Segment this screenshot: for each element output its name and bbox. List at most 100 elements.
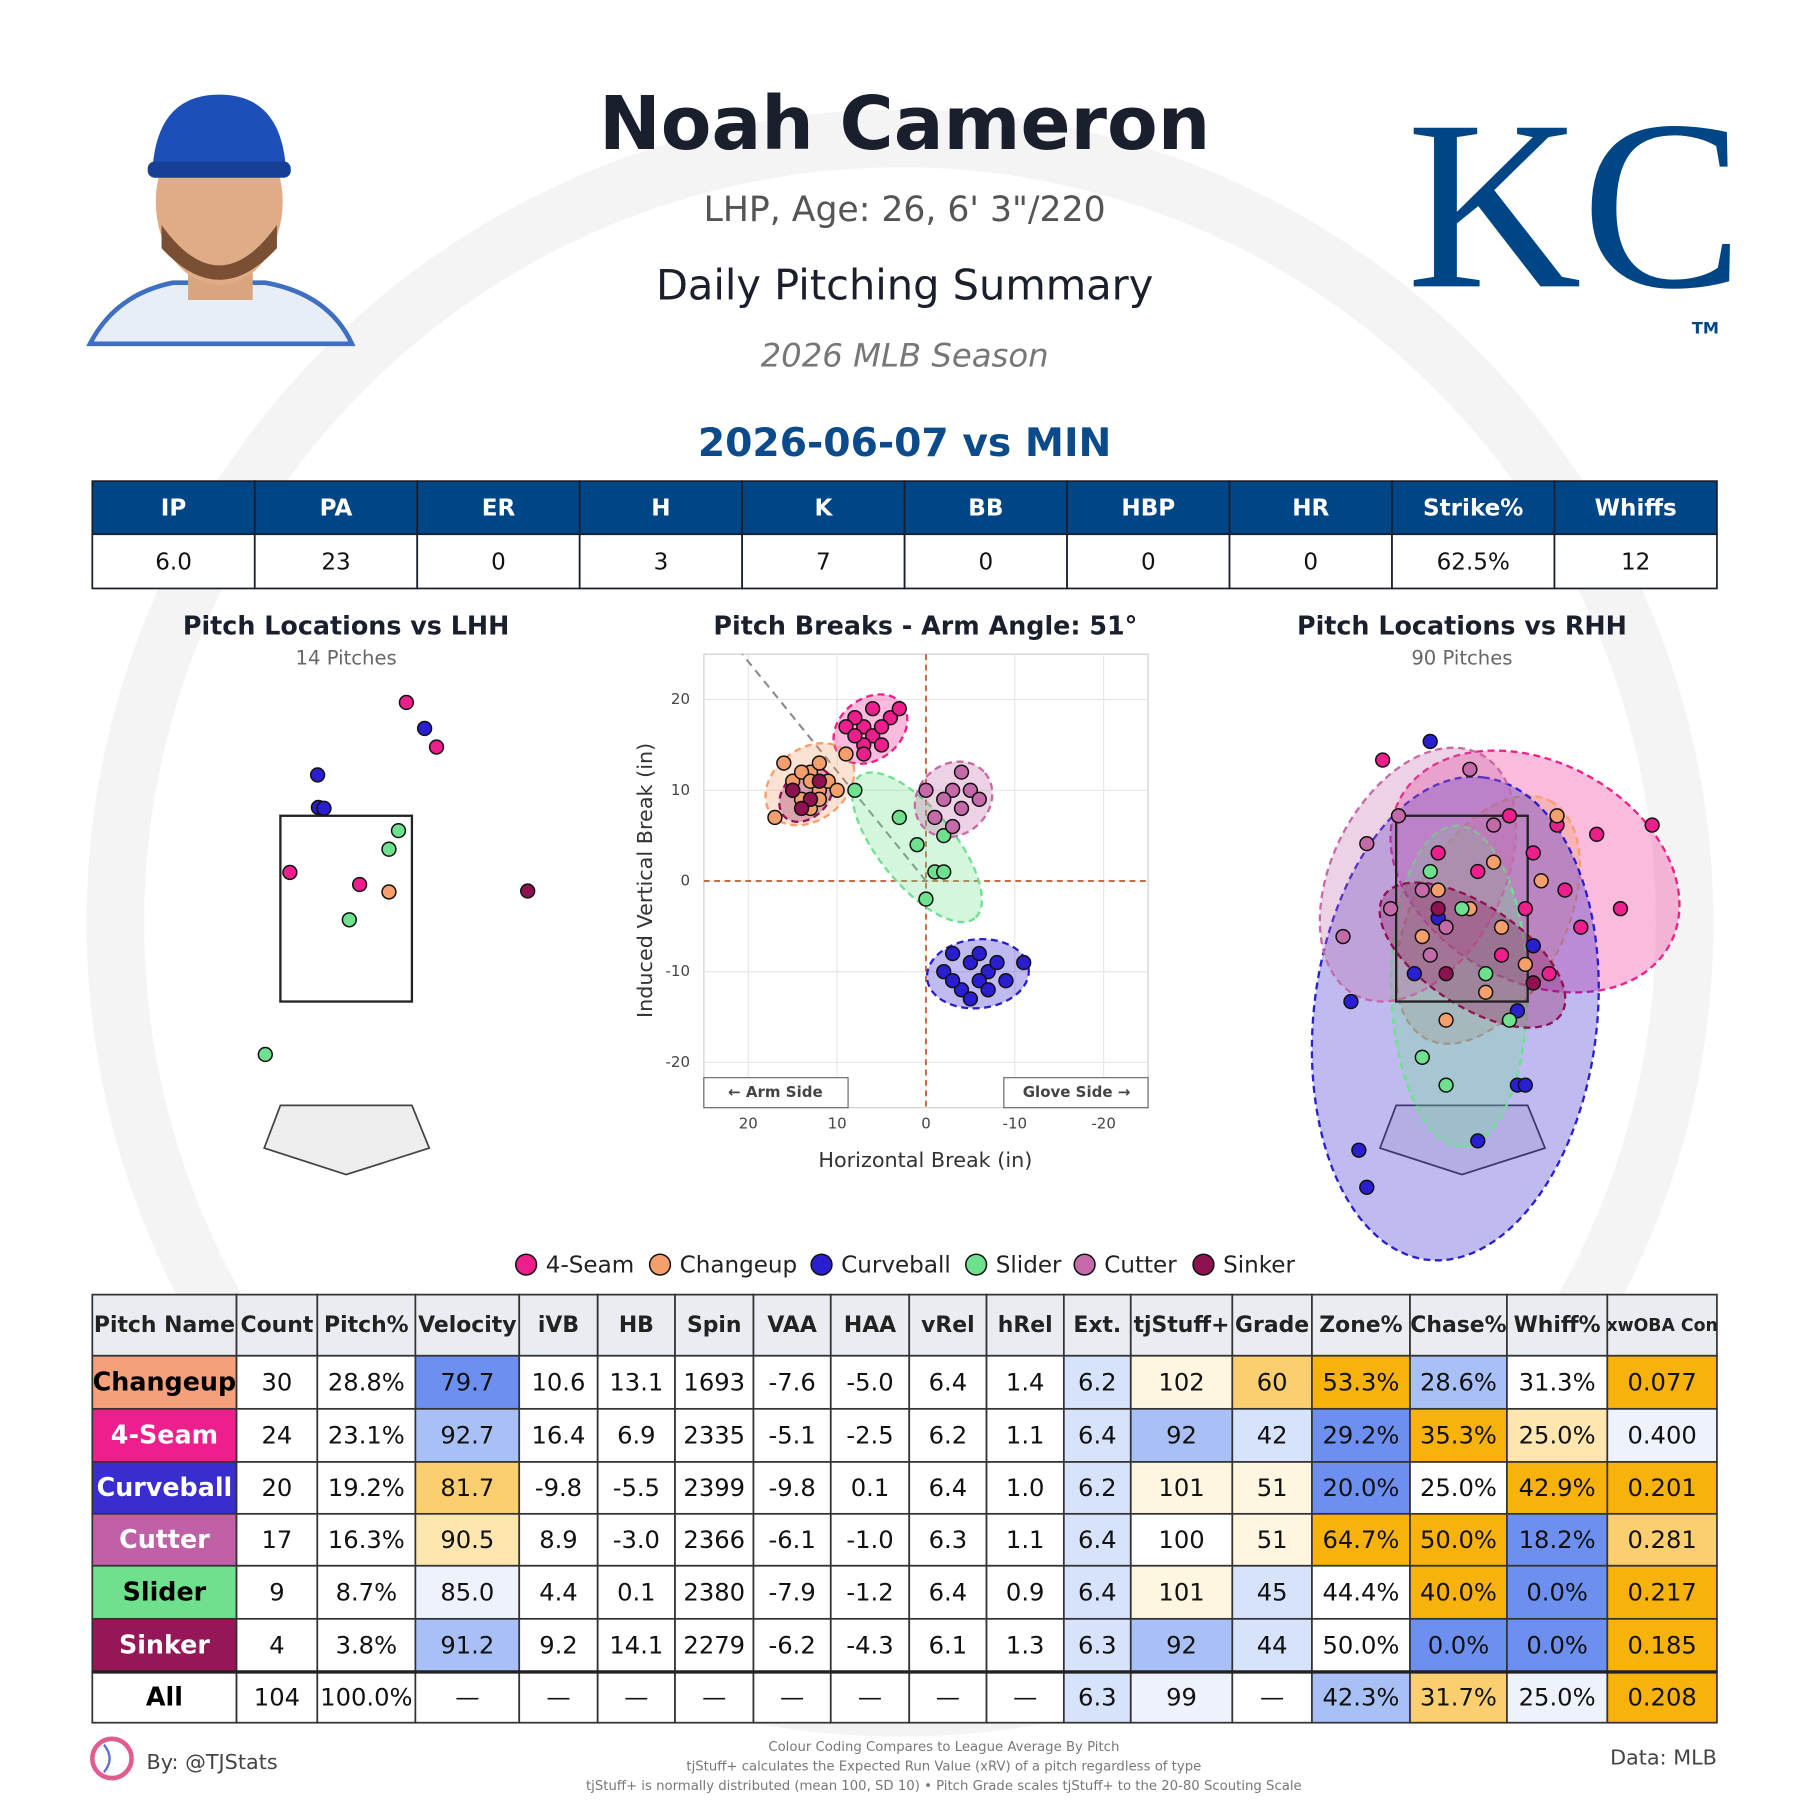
pitch-point — [1612, 900, 1629, 917]
table-header-cell — [1506, 1293, 1609, 1357]
table-cell — [91, 1461, 238, 1515]
break-point — [829, 782, 845, 798]
pitch-point — [1438, 919, 1454, 935]
break-point — [909, 837, 925, 853]
table-value: 0.400 — [1627, 1422, 1696, 1450]
pitch-point — [1351, 1142, 1367, 1158]
break-point — [971, 791, 987, 808]
footer-note: Colour Coding Compares to League Average… — [768, 1740, 1119, 1755]
table-value: 100 — [1158, 1526, 1204, 1554]
pitch-name: Cutter — [119, 1524, 210, 1554]
pitch-point — [390, 822, 407, 839]
table-value: 29.2% — [1322, 1422, 1399, 1450]
table-value: 6.4 — [1078, 1578, 1117, 1606]
table-cell — [908, 1354, 988, 1410]
table-value: 0.201 — [1627, 1474, 1696, 1502]
break-point — [936, 963, 952, 980]
break-point — [953, 764, 970, 780]
legend-marker — [515, 1253, 538, 1276]
pitch-point — [1414, 882, 1430, 898]
table-value: — — [1260, 1683, 1284, 1711]
pitch-ellipse — [1378, 881, 1567, 1029]
legend-marker — [1073, 1253, 1096, 1276]
table-value: 0.0% — [1526, 1632, 1588, 1660]
break-point — [767, 809, 783, 826]
table-value: 20 — [262, 1474, 293, 1502]
y-tick-label: 20 — [671, 690, 690, 708]
pitch-point — [1525, 845, 1541, 861]
stat-header: Whiffs — [1595, 495, 1677, 521]
table-value: 8.7% — [336, 1578, 398, 1606]
pitch-point — [1462, 761, 1478, 777]
pitch-point — [398, 694, 415, 711]
player-name: Noah Cameron — [599, 81, 1210, 167]
pitch-point — [1493, 947, 1510, 963]
table-cell — [752, 1512, 832, 1567]
pitch-point — [1422, 863, 1438, 880]
table-value: 90.5 — [440, 1526, 494, 1554]
home-plate — [1378, 1104, 1547, 1176]
y-tick-label: 10 — [671, 781, 690, 799]
table-header: HB — [619, 1313, 654, 1338]
break-point — [936, 864, 952, 880]
pitch-point — [381, 884, 397, 900]
table-cell — [829, 1617, 911, 1673]
table-value: 35.3% — [1420, 1422, 1497, 1450]
table-value: 6.3 — [929, 1526, 968, 1554]
table-cell — [414, 1671, 521, 1724]
table-header: Count — [241, 1313, 314, 1338]
table-cell — [1129, 1564, 1234, 1620]
pitch-point — [1517, 956, 1534, 973]
table-value: -6.1 — [768, 1526, 815, 1554]
table-value: 42 — [1257, 1422, 1288, 1450]
table-value: 85.0 — [440, 1578, 494, 1606]
stat-header-cell — [1553, 480, 1718, 536]
table-value: 18.2% — [1519, 1526, 1596, 1554]
stat-value: 0 — [1303, 550, 1318, 576]
pitch-point — [1430, 900, 1446, 917]
table-value: — — [546, 1683, 570, 1711]
table-value: 0.0% — [1526, 1578, 1588, 1606]
table-value: 6.4 — [929, 1474, 968, 1502]
footer-by: By: @TJStats — [147, 1750, 278, 1774]
pitch-point — [351, 876, 368, 893]
table-cell — [985, 1671, 1065, 1724]
pitch-name: Curveball — [97, 1472, 233, 1502]
pitch-point — [1382, 900, 1399, 917]
table-header: iVB — [538, 1313, 579, 1338]
stat-header-cell — [416, 480, 581, 536]
pitch-point — [520, 883, 536, 899]
pitch-name: Changeup — [93, 1366, 236, 1396]
table-cell — [91, 1407, 238, 1463]
table-value: 6.1 — [929, 1632, 968, 1660]
table-header-cell — [752, 1293, 832, 1357]
pitch-point — [428, 739, 445, 755]
table-value: 4 — [269, 1632, 284, 1660]
table-header: Ext. — [1073, 1313, 1121, 1338]
table-value: 4.4 — [539, 1578, 578, 1606]
table-cell — [752, 1564, 832, 1620]
table-value: 14.1 — [609, 1632, 663, 1660]
pitch-point — [1343, 993, 1359, 1010]
pitch-point — [282, 864, 298, 881]
table-cell — [235, 1671, 319, 1724]
break-point — [962, 954, 979, 971]
home-plate — [263, 1104, 431, 1176]
break-point — [776, 755, 792, 771]
table-cell — [1409, 1617, 1508, 1673]
stat-header: PA — [320, 495, 353, 521]
pitch-point — [1589, 826, 1605, 843]
table-header-cell — [235, 1293, 319, 1357]
table-value: — — [858, 1683, 882, 1711]
table-value: 51 — [1257, 1474, 1288, 1502]
table-value: 0.1 — [617, 1578, 656, 1606]
table-header: hRel — [998, 1313, 1053, 1338]
table-cell — [518, 1461, 599, 1515]
table-cell — [829, 1407, 911, 1463]
table-cell — [1062, 1617, 1132, 1673]
table-value: 1693 — [683, 1368, 745, 1396]
pitch-point — [1335, 928, 1351, 945]
pitch-point — [1438, 965, 1454, 982]
pitch-point — [1390, 808, 1407, 824]
table-value: 24 — [262, 1422, 293, 1450]
